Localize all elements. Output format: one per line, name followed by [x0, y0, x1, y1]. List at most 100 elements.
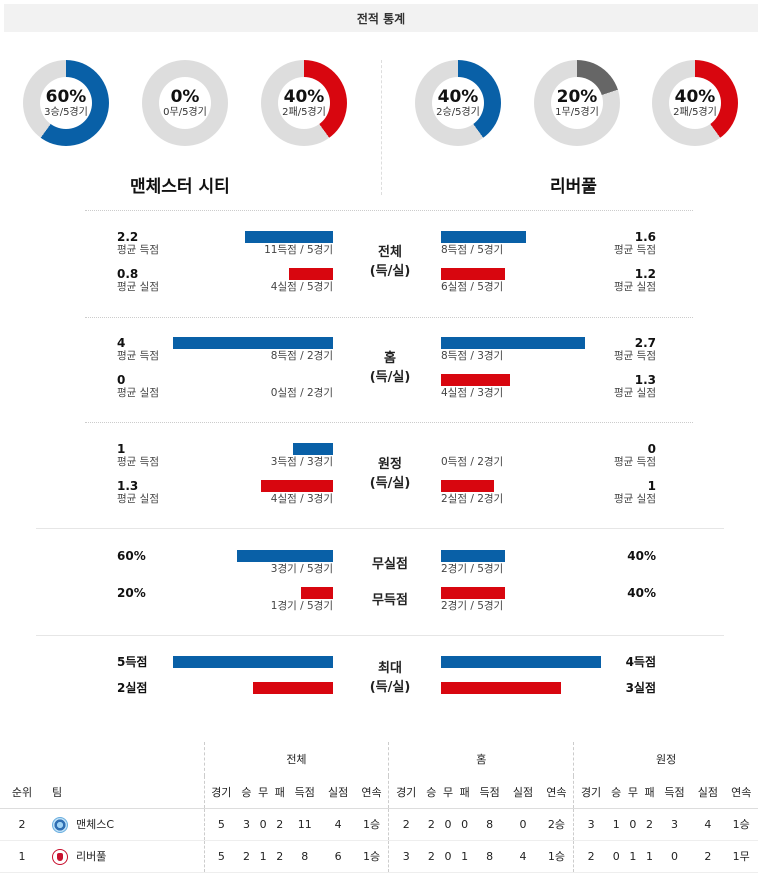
team-name[interactable]: 리버풀	[76, 849, 107, 863]
home-stat-label: 평균 득점	[117, 350, 159, 362]
away-stat-cell: 0	[624, 808, 642, 841]
donut-hole	[159, 77, 211, 129]
home-stat-value: 0.8	[117, 267, 139, 281]
total-stat-cell: 1승	[354, 840, 389, 873]
home-stat-value: 5득점	[117, 655, 148, 669]
away-stat-cell: 4	[691, 808, 725, 841]
section-sublabel: (득/실)	[369, 680, 411, 695]
total-stat-cell: 5	[203, 840, 239, 873]
away-team-name: 리버풀	[550, 177, 597, 197]
home-stat-cell: 1승	[539, 840, 574, 873]
col-home-1: 승	[423, 776, 440, 809]
home-stat-value: 2실점	[117, 681, 148, 695]
away-stat-cell: 2	[573, 840, 608, 873]
home-stat-value: 1	[117, 442, 126, 456]
team-name[interactable]: 맨체스C	[76, 817, 115, 831]
total-stat-cell: 1승	[354, 808, 389, 841]
home-stat-bar	[173, 656, 333, 668]
team-cell[interactable]: 맨체스C	[44, 808, 204, 841]
away-stat-detail: 2경기 / 5경기	[441, 600, 504, 612]
donut-percent: 0%	[170, 87, 200, 107]
group-total: 전체	[203, 742, 389, 776]
total-stat-cell: 11	[288, 808, 322, 841]
away-stat-detail: 6실점 / 5경기	[441, 281, 504, 293]
col-away-2: 무	[624, 776, 642, 809]
away-stat-cell: 1승	[724, 808, 758, 841]
home-stat-bar	[173, 337, 333, 349]
home-stat-cell: 8	[472, 840, 507, 873]
away-stat-value: 0	[647, 442, 656, 456]
home-stat-cell: 8	[472, 808, 507, 841]
home-stat-cell: 0	[456, 808, 473, 841]
col-team: 팀	[44, 776, 204, 809]
away-stat-value: 1	[647, 479, 656, 493]
donut-percent: 20%	[556, 87, 598, 107]
home-stat-cell: 4	[506, 840, 540, 873]
home-stat-value: 4	[117, 336, 126, 350]
total-stat-cell: 4	[321, 808, 355, 841]
home-stat-cell: 2	[388, 808, 424, 841]
away-stat-value: 40%	[627, 549, 656, 563]
section-label: 원정	[378, 457, 402, 472]
table-row[interactable]: 1 리버풀 5 2 1 2 8 6 1승 3 2 0 1 8 4 1승 2 0 1 1 0 2 1무	[0, 840, 758, 873]
col-home-2: 무	[439, 776, 457, 809]
home-stat-detail: 3득점 / 3경기	[270, 456, 333, 468]
col-home-4: 득점	[472, 776, 507, 809]
away-stat-cell: 3	[573, 808, 608, 841]
home-stat-detail: 4실점 / 3경기	[270, 493, 333, 505]
home-stat-label: 평균 실점	[117, 493, 159, 505]
away-stat-cell: 1	[641, 840, 658, 873]
away-stat-value: 2.7	[634, 336, 656, 350]
section-sublabel: (득/실)	[369, 476, 411, 491]
donut-hole	[278, 77, 330, 129]
col-away-1: 승	[607, 776, 625, 809]
liverpool-crest-icon	[52, 848, 68, 865]
away-stat-value: 1.2	[634, 267, 656, 281]
home-stat-cell: 1	[456, 840, 473, 873]
away-stat-label: 평균 득점	[614, 350, 656, 362]
donut-hole	[40, 77, 92, 129]
rank-cell: 2	[0, 808, 44, 841]
donut-percent: 60%	[45, 87, 87, 107]
away-stat-cell: 2	[691, 840, 725, 873]
col-home-6: 연속	[539, 776, 574, 809]
home-stat-detail: 4실점 / 5경기	[270, 281, 333, 293]
divider	[36, 528, 724, 529]
col-total-0: 경기	[203, 776, 239, 809]
section-title: 전적 통계	[356, 11, 406, 26]
away-stat-bar	[441, 587, 505, 599]
home-stat-cell: 0	[439, 840, 457, 873]
donut-subtext: 2승/5경기	[436, 107, 480, 118]
table-row[interactable]: 2 맨체스C 5 3 0 2 11 4 1승 2 2 0 0 8 0 2승 3 1 0 2 3 4 1승	[0, 808, 758, 841]
total-stat-cell: 1	[254, 840, 272, 873]
home-stat-bar	[245, 231, 333, 243]
team-cell[interactable]: 리버풀	[44, 840, 204, 873]
total-stat-cell: 2	[238, 840, 255, 873]
home-stat-cell: 2	[423, 840, 440, 873]
total-stat-cell: 0	[254, 808, 272, 841]
standings-table: 전체 홈 원정 순위 팀 경기 승 무 패 득점 실점 연속 경기 승 무 패 득점 실점 연속 경기 승 무 패…	[0, 742, 758, 873]
home-stat-cell: 3	[388, 840, 424, 873]
away-donut: 20% 1무/5경기	[534, 60, 620, 146]
home-stat-bar	[289, 268, 333, 280]
away-stat-bar	[441, 656, 601, 668]
home-stat-bar	[293, 443, 333, 455]
home-stat-bar	[301, 587, 333, 599]
col-total-6: 연속	[354, 776, 389, 809]
col-rank: 순위	[0, 776, 44, 809]
away-stat-cell: 2	[641, 808, 658, 841]
home-stat-bar	[253, 682, 333, 694]
home-stat-detail: 1경기 / 5경기	[270, 600, 333, 612]
man-city-crest-icon	[52, 816, 68, 833]
away-stat-bar	[441, 480, 494, 492]
col-away-3: 패	[641, 776, 658, 809]
away-stat-detail: 8득점 / 5경기	[441, 244, 504, 256]
away-stat-cell: 3	[657, 808, 692, 841]
away-stat-bar	[441, 550, 505, 562]
section-label: 홈	[384, 351, 396, 366]
col-total-3: 패	[271, 776, 289, 809]
home-donut: 40% 2패/5경기	[261, 60, 347, 146]
empty-cell	[44, 742, 204, 776]
away-stat-label: 평균 득점	[614, 456, 656, 468]
away-stat-cell: 1	[607, 808, 625, 841]
